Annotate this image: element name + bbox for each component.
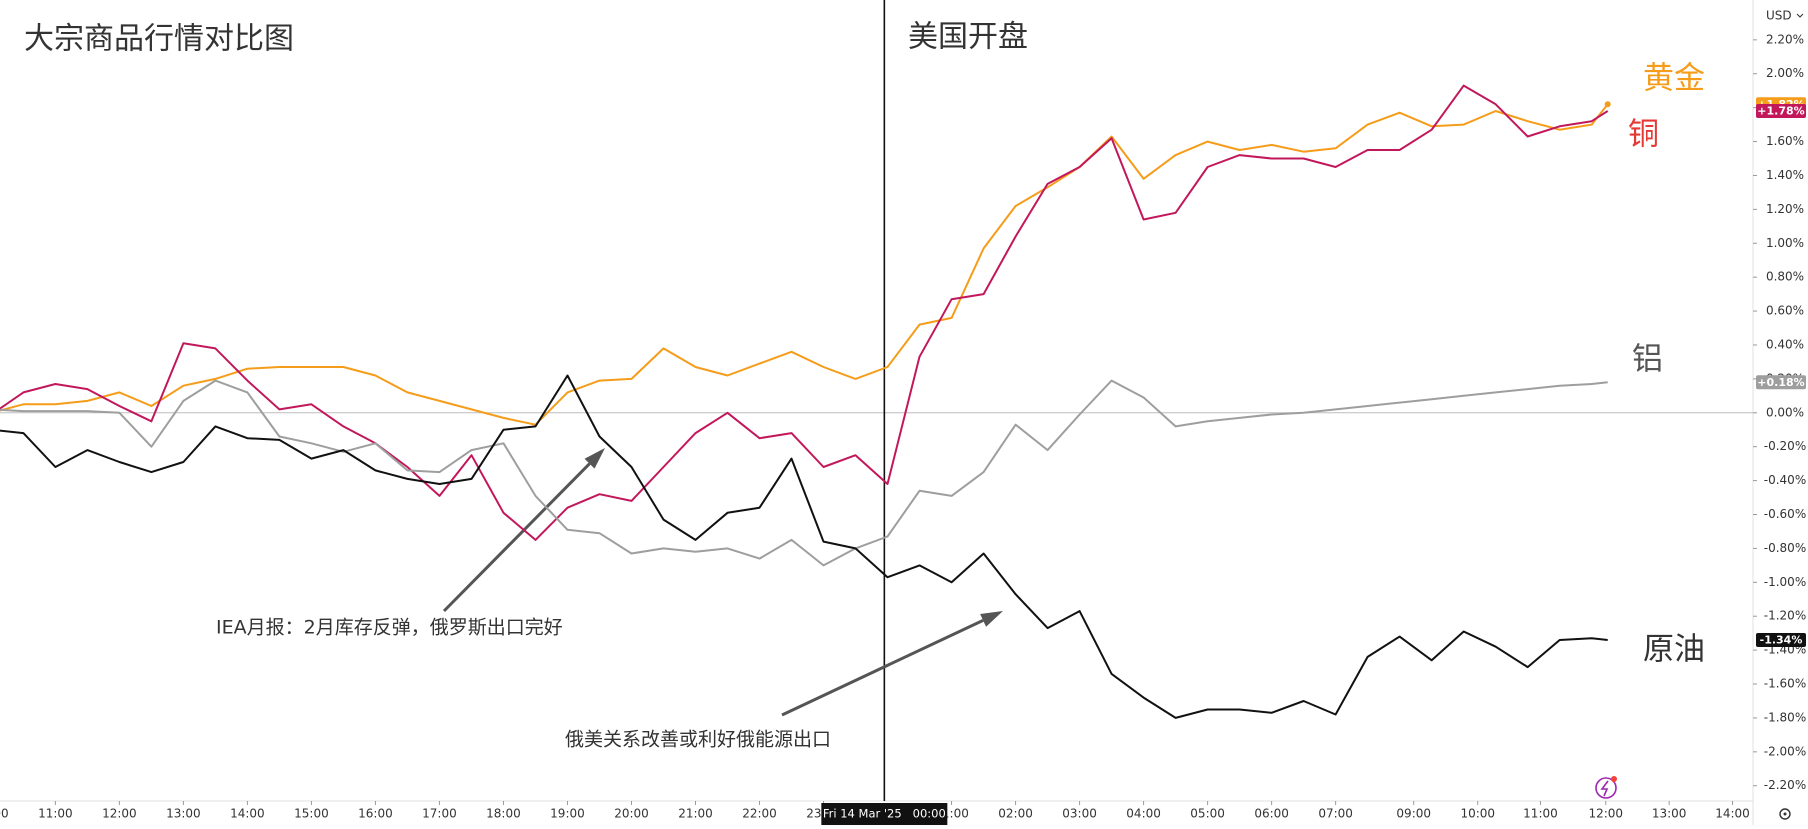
x-tick-label: 13:00 [1652,807,1687,821]
y-tick-label: 0.40% [1766,337,1804,351]
annotation: IEA月报：2月库存反弹，俄罗斯出口完好 [216,617,563,639]
series-label: 原油 [1643,632,1705,668]
x-tick-label: 05:00 [1190,807,1225,821]
last-value-label: +0.18% [1757,376,1804,389]
x-tick-label: 12:00 [1588,807,1623,821]
y-tick-label: 2.00% [1766,66,1804,80]
arrow-head [980,611,1003,627]
y-tick-label: -1.80% [1764,710,1806,724]
last-value-label: +1.78% [1757,105,1804,118]
x-tick-label: 02:00 [998,807,1033,821]
chart-subtitle: 美国开盘 [908,20,1028,55]
last-value-badge [1756,375,1806,390]
x-tick-label: 10:00 [0,807,9,821]
y-tick-label: 1.60% [1766,134,1804,148]
x-tick-label: 11:00 [38,807,73,821]
end-dot [1604,101,1611,108]
x-tick-label: 10:00 [1460,807,1495,821]
x-tick-label: 19:00 [550,807,585,821]
crosshair-box [821,803,948,825]
x-tick-label: 15:00 [294,807,329,821]
y-tick-label: -0.40% [1764,473,1806,487]
chart-title: 大宗商品行情对比图 [24,22,294,57]
y-tick-label: -2.20% [1764,778,1806,792]
y-tick-label: 0.80% [1766,270,1804,284]
currency[interactable]: USD [1766,9,1792,23]
x-tick-label: 13:00 [166,807,201,821]
y-tick-label: 1.00% [1766,236,1804,250]
x-tick-label: 16:00 [358,807,393,821]
y-tick-label: -1.60% [1764,677,1806,691]
y-tick-label: -0.20% [1764,439,1806,453]
series-line [0,374,1608,719]
x-tick-label: 18:00 [486,807,521,821]
series-label: 铜 [1628,117,1659,153]
x-tick-label: 14:00 [230,807,265,821]
last-value-badge [1756,632,1806,647]
x-tick-label: 03:00 [1062,807,1097,821]
y-tick-label: 0.00% [1766,405,1804,419]
series-label: 铝 [1632,342,1663,378]
y-tick-label: -2.00% [1764,744,1806,758]
lightning-icon[interactable] [1595,776,1617,799]
series-label: 黄金 [1643,61,1705,97]
x-tick-label: 04:00 [1126,807,1161,821]
annotation: 俄美关系改善或利好俄能源出口 [565,729,831,751]
series-line [0,379,1608,567]
currency-caret[interactable] [1796,13,1804,18]
x-tick-label: 06:00 [1254,807,1289,821]
x-tick-label: 22:00 [742,807,777,821]
x-tick-label: 12:00 [102,807,137,821]
x-tick-label: 07:00 [1318,807,1353,821]
crosshair-label: Fri 14 Mar '25 00:00 [823,807,946,821]
y-tick-label: 2.20% [1766,32,1804,46]
x-tick-label: 17:00 [422,807,457,821]
last-value-label: -1.34% [1760,633,1803,646]
last-value-badge [1756,104,1806,119]
x-tick-label: 14:00 [1715,807,1750,821]
y-tick-label: 1.20% [1766,202,1804,216]
x-tick-label: 20:00 [614,807,649,821]
series-line [0,103,1609,426]
x-tick-label: 09:00 [1396,807,1431,821]
x-tick-label: 11:00 [1523,807,1558,821]
x-tick-label: 21:00 [678,807,713,821]
settings-icon[interactable] [1779,808,1791,820]
arrow-shaft [442,462,591,613]
y-tick-label: -0.80% [1764,541,1806,555]
y-tick-label: -1.20% [1764,609,1806,623]
y-tick-label: 1.40% [1766,168,1804,182]
arrow-shaft [781,619,984,717]
y-tick-label: -0.60% [1764,507,1806,521]
y-tick-label: 0.60% [1766,304,1804,318]
y-tick-label: -1.00% [1764,575,1806,589]
arrow-head [584,448,605,469]
series-line [0,84,1609,541]
